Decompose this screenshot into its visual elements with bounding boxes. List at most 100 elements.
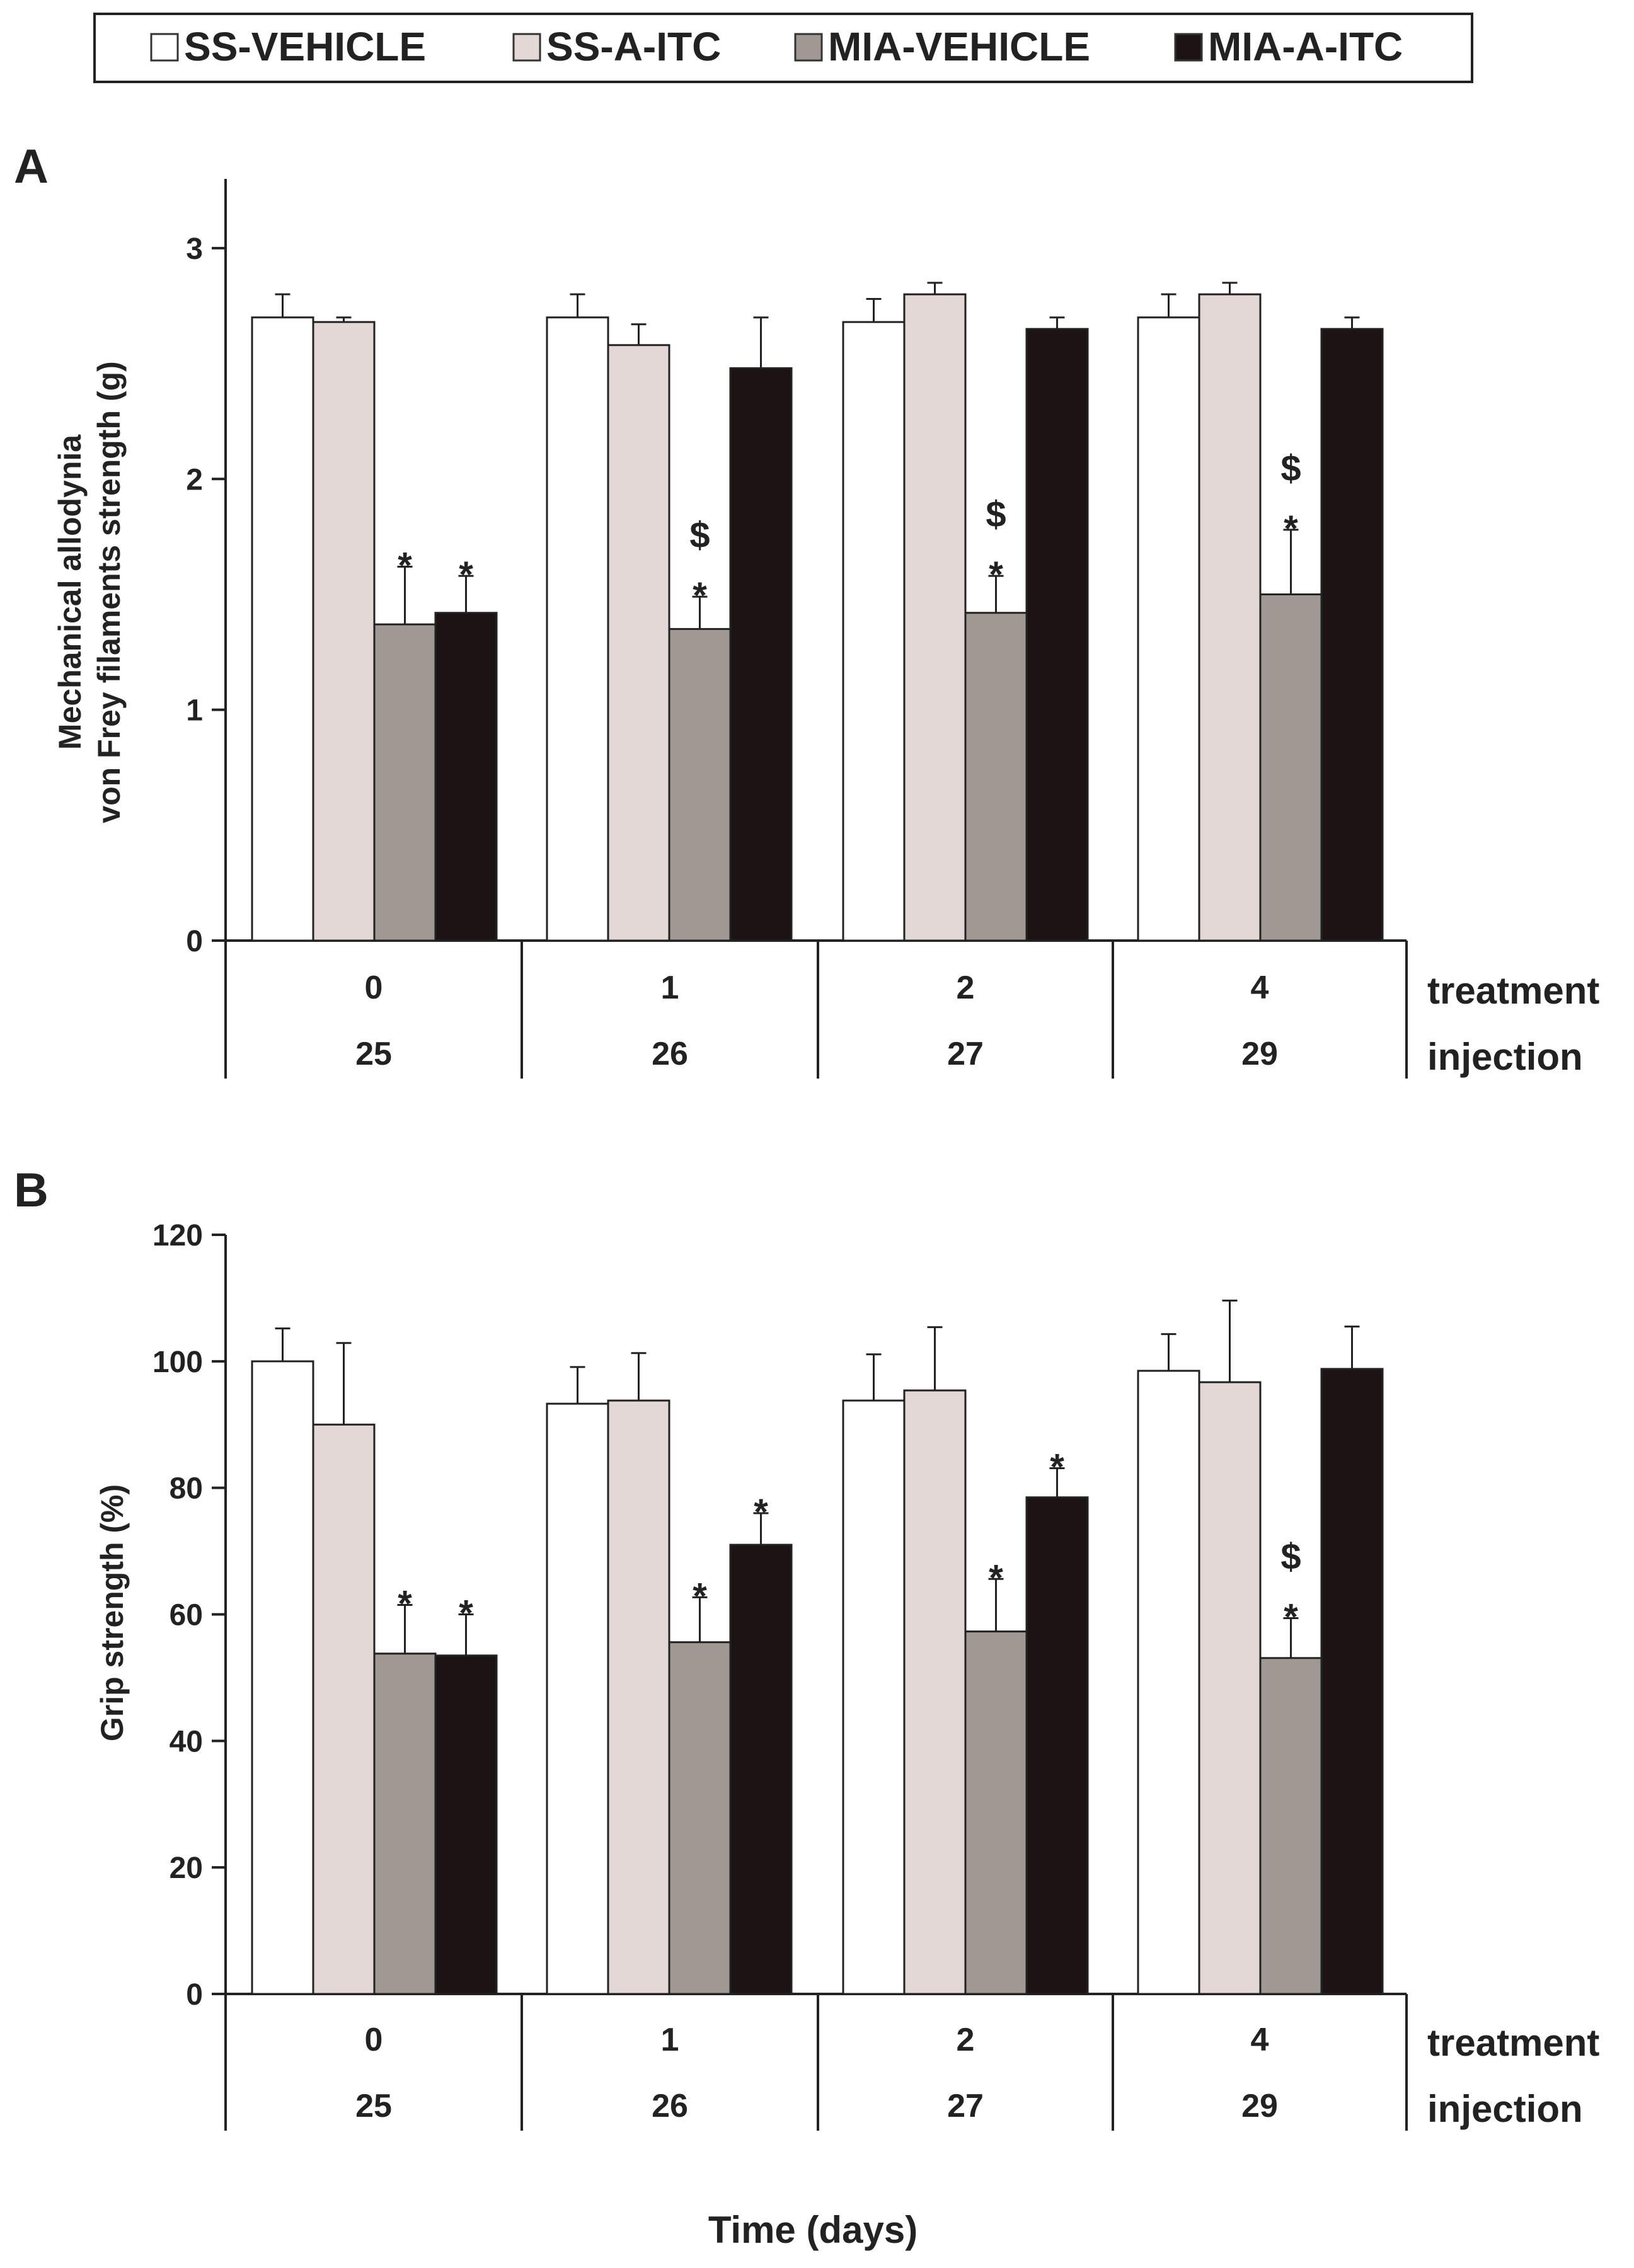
bar: [903, 293, 967, 942]
y-tick-label: 80: [170, 1472, 203, 1506]
bar: [434, 1654, 498, 1995]
panel-letter-b: B: [14, 1164, 49, 1217]
bar: [668, 1641, 732, 1995]
y-axis-label-line: Grip strength (%): [95, 1484, 130, 1741]
bar: [312, 1423, 376, 1995]
injection-day-label: 26: [652, 1036, 688, 1072]
treatment-day-label: 2: [957, 970, 975, 1006]
treatment-day-label: 0: [365, 970, 383, 1006]
significance-asterisk: *: [754, 1492, 768, 1533]
bar: [373, 1652, 437, 1995]
bar: [251, 316, 314, 942]
y-axis-label-line: von Frey filaments strength (g): [91, 361, 127, 823]
y-tick-label: 2: [186, 463, 203, 496]
significance-dollar: $: [1280, 1537, 1301, 1578]
bar: [668, 627, 732, 942]
bar: [607, 344, 670, 942]
legend-swatch-4: [1174, 33, 1203, 62]
significance-asterisk: *: [693, 1576, 707, 1617]
significance-dollar: $: [986, 494, 1006, 535]
y-tick-label: 120: [152, 1219, 203, 1252]
treatment-day-label: 0: [365, 2022, 383, 2058]
injection-day-label: 25: [355, 1036, 392, 1072]
injection-day-label: 29: [1241, 2088, 1278, 2124]
row-label-treatment: treatment: [1427, 970, 1599, 1012]
y-axis-label-line: Mechanical allodynia: [52, 434, 88, 750]
panel-letter-a: A: [14, 140, 49, 193]
x-axis-title: Time (days): [708, 2209, 918, 2251]
injection-day-label: 27: [947, 2088, 984, 2124]
bar: [251, 1360, 314, 1995]
panel-b: B 0 20 40 60 80 100 120 Grip strength (%) 0 25 1 26 2…: [14, 1164, 1599, 2131]
legend-swatch-2: [512, 33, 541, 62]
treatment-day-label: 4: [1251, 970, 1269, 1006]
legend: SS-VEHICLE SS-A-ITC MIA-VEHICLE MIA-A-ITC: [93, 13, 1473, 83]
significance-asterisk: *: [693, 575, 707, 616]
significance-asterisk: *: [1284, 1597, 1298, 1638]
bar: [1198, 293, 1262, 942]
y-tick-label: 100: [152, 1346, 203, 1379]
injection-day-label: 25: [355, 2088, 392, 2124]
y-tick-label: 0: [186, 925, 203, 958]
legend-label-3: MIA-VEHICLE: [828, 24, 1090, 69]
bar: [312, 321, 376, 942]
row-label-treatment: treatment: [1427, 2022, 1599, 2064]
treatment-day-label: 1: [661, 970, 679, 1006]
y-tick-label: 40: [170, 1725, 203, 1758]
bar: [546, 316, 609, 942]
bar: [1025, 328, 1089, 942]
bar: [729, 367, 793, 942]
significance-asterisk: *: [1050, 1447, 1064, 1488]
legend-label-4: MIA-A-ITC: [1208, 24, 1403, 69]
legend-box: [93, 13, 1473, 83]
bar: [1259, 593, 1323, 942]
bar: [607, 1399, 670, 1995]
bar: [434, 612, 498, 942]
y-tick-label: 1: [186, 694, 203, 728]
treatment-day-label: 2: [957, 2022, 975, 2058]
bar: [903, 1389, 967, 1995]
bar: [1198, 1381, 1262, 1995]
bar: [1137, 316, 1200, 942]
bar: [842, 1399, 906, 1995]
y-axis-label: Mechanical allodynia von Frey filaments s…: [52, 361, 127, 823]
bar: [964, 612, 1028, 942]
bar: [964, 1630, 1028, 1995]
bar: [546, 1402, 609, 1995]
legend-label-2: SS-A-ITC: [546, 24, 721, 69]
bar: [1025, 1496, 1089, 1995]
significance-asterisk: *: [459, 1593, 473, 1634]
row-label-injection: injection: [1427, 2088, 1583, 2130]
treatment-day-label: 1: [661, 2022, 679, 2058]
significance-dollar: $: [1280, 448, 1301, 489]
treatment-day-label: 4: [1251, 2022, 1269, 2058]
significance-asterisk: *: [459, 554, 473, 595]
bar: [729, 1544, 793, 1995]
bar: [1320, 1368, 1384, 1995]
significance-asterisk: *: [398, 545, 412, 586]
significance-asterisk: *: [989, 1557, 1003, 1598]
legend-swatch-1: [150, 33, 179, 62]
legend-swatch-3: [794, 33, 823, 62]
y-tick-label: 3: [186, 232, 203, 266]
significance-asterisk: *: [398, 1583, 412, 1624]
row-label-injection: injection: [1427, 1036, 1583, 1078]
significance-asterisk: *: [1284, 508, 1298, 549]
bar: [842, 321, 906, 942]
bar: [1259, 1657, 1323, 1995]
injection-day-label: 29: [1241, 1036, 1278, 1072]
significance-dollar: $: [689, 515, 710, 556]
bar: [1320, 328, 1384, 942]
y-tick-label: 20: [170, 1852, 203, 1885]
y-tick-label: 0: [186, 1978, 203, 2012]
bar: [1137, 1370, 1200, 1995]
panel-a: A 0 1 2 3 Mechanical allodynia von Frey filame…: [14, 140, 1599, 1079]
bar: [373, 623, 437, 942]
injection-day-label: 26: [652, 2088, 688, 2124]
injection-day-label: 27: [947, 1036, 984, 1072]
significance-asterisk: *: [989, 554, 1003, 595]
y-tick-label: 60: [170, 1599, 203, 1632]
y-axis-label: Grip strength (%): [95, 1484, 130, 1741]
legend-label-1: SS-VEHICLE: [184, 24, 426, 69]
